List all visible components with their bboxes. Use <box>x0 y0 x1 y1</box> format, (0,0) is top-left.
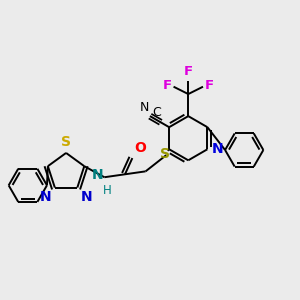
Text: F: F <box>163 79 172 92</box>
Text: N: N <box>140 100 149 114</box>
Text: F: F <box>184 65 193 78</box>
Text: S: S <box>160 147 170 161</box>
Text: N: N <box>81 190 92 204</box>
Text: O: O <box>134 141 146 155</box>
Text: S: S <box>61 134 71 148</box>
Text: N: N <box>91 168 103 182</box>
Text: F: F <box>205 79 214 92</box>
Text: N: N <box>40 190 51 204</box>
Text: C: C <box>153 106 161 119</box>
Text: N: N <box>212 142 224 156</box>
Text: H: H <box>103 184 112 197</box>
